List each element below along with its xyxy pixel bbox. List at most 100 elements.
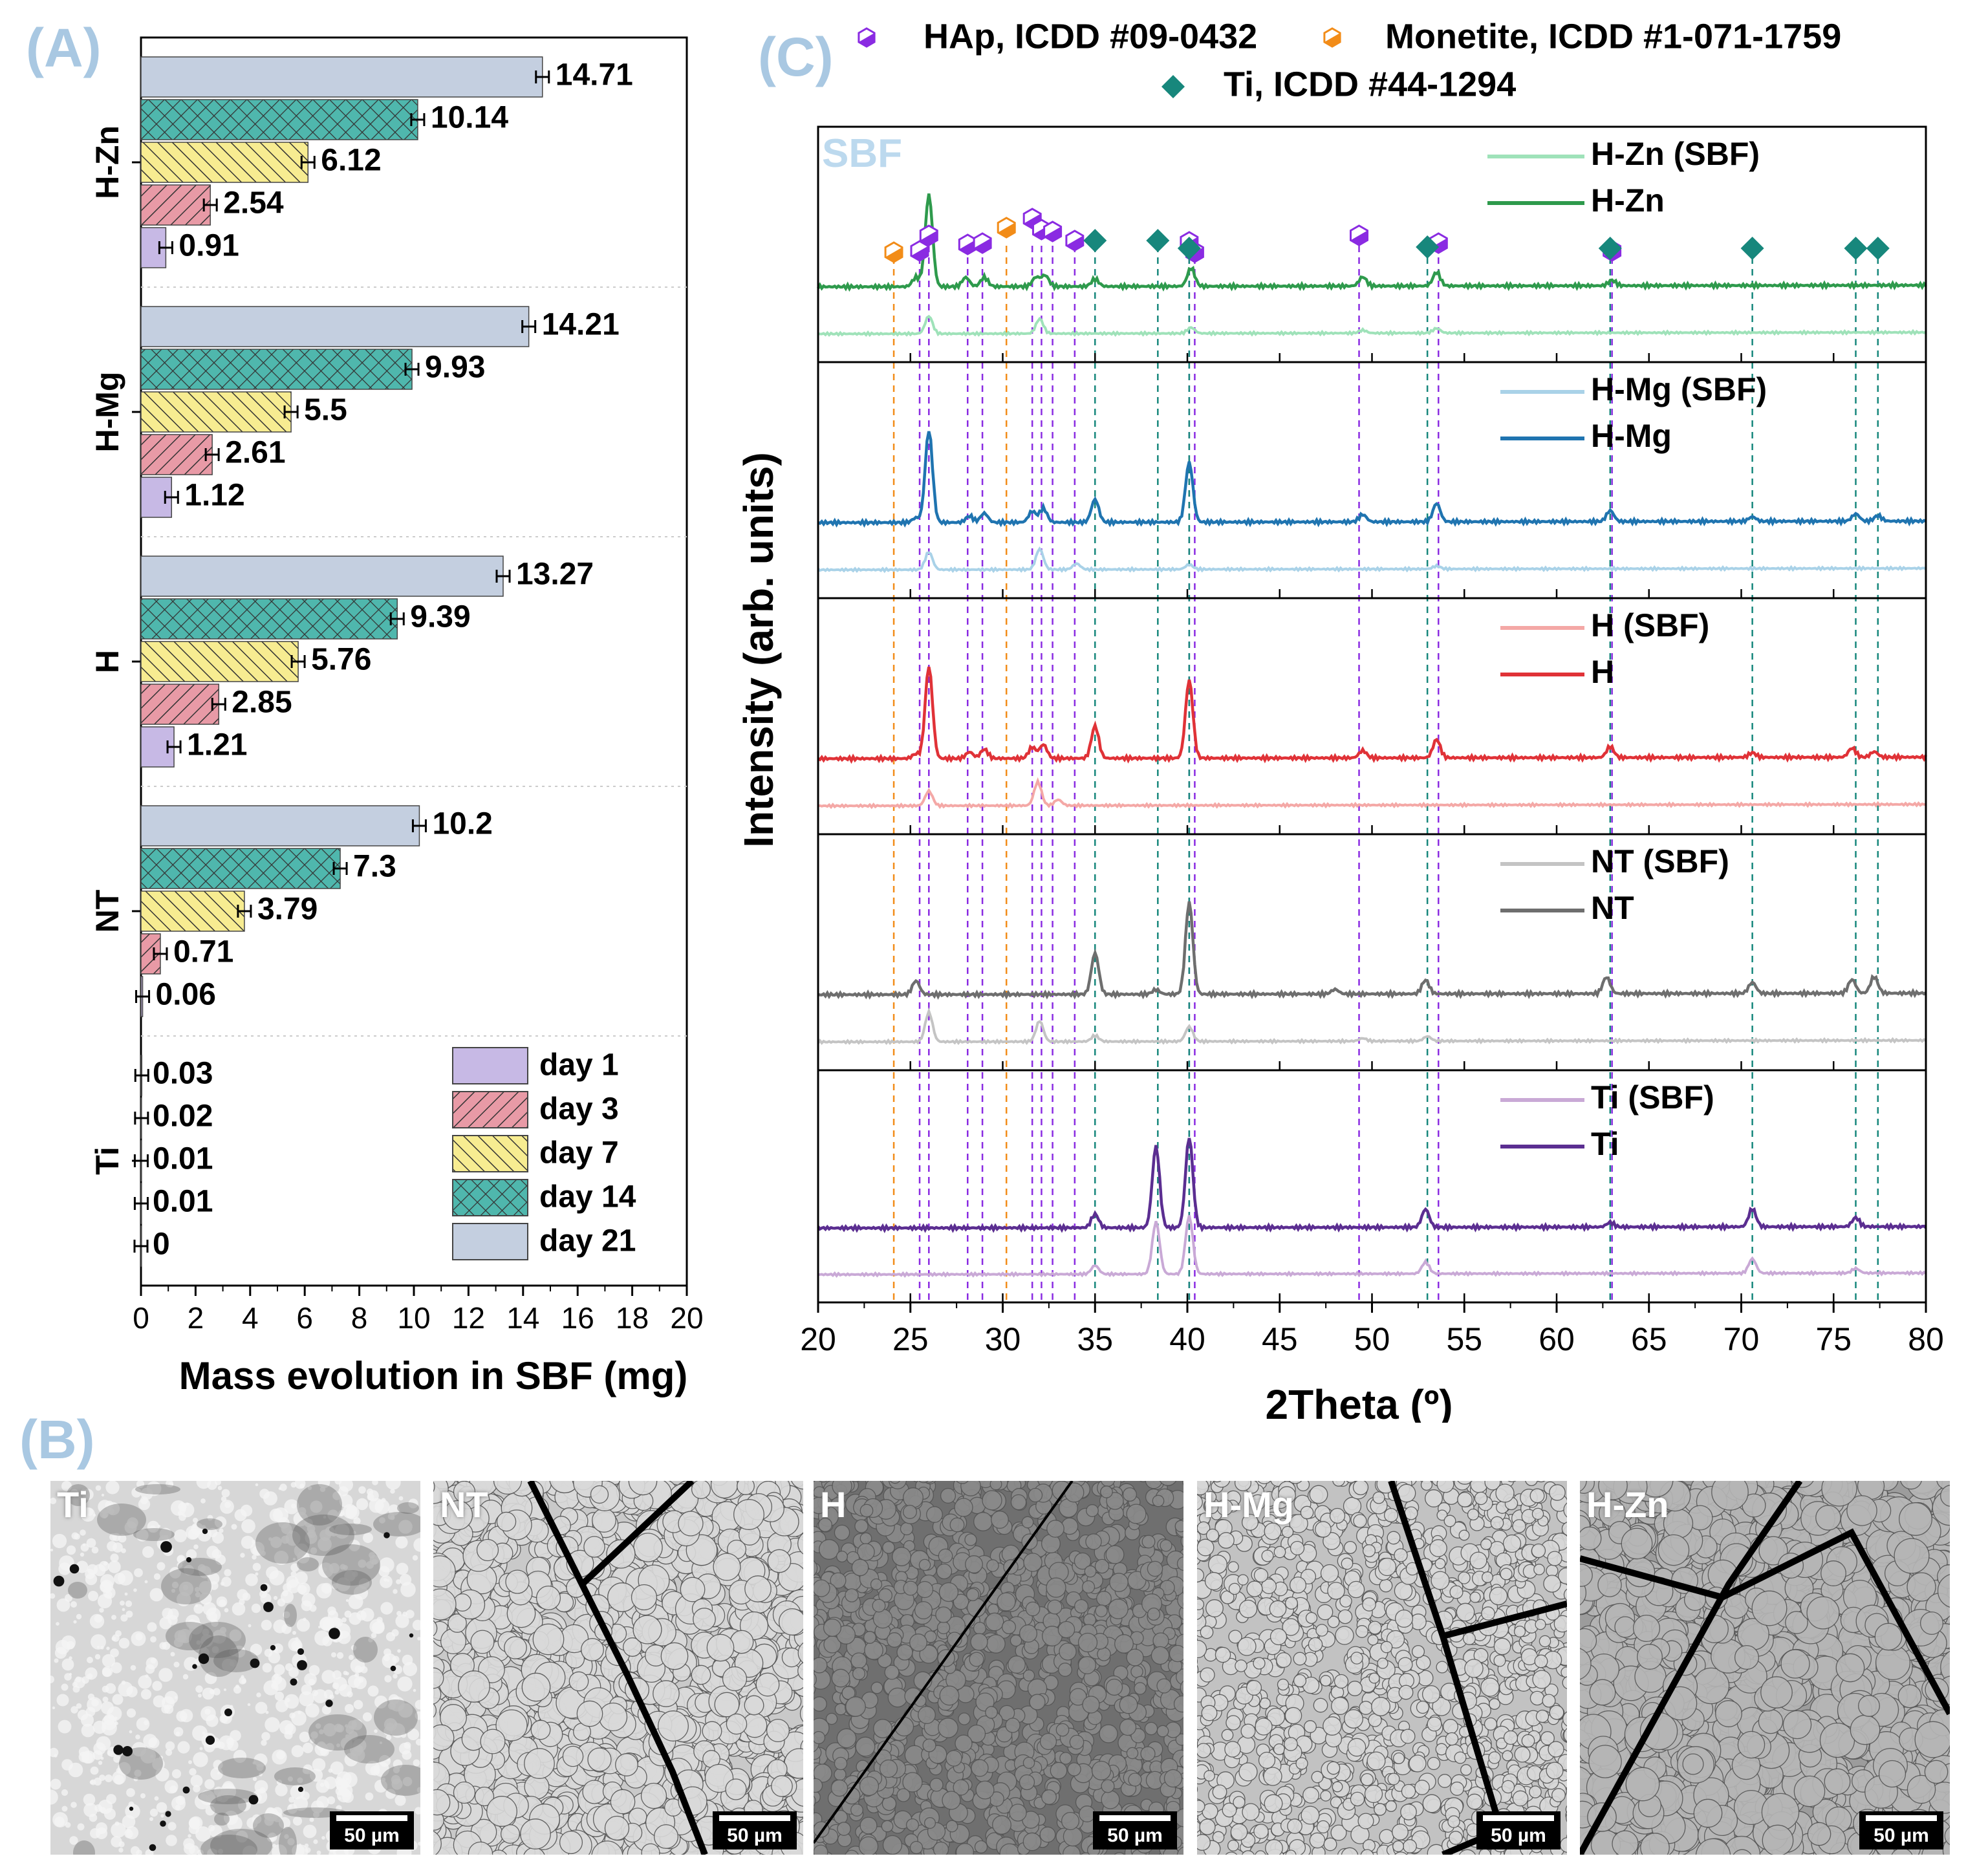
sem-label: Ti <box>57 1484 89 1525</box>
legend-monetite-label: Monetite, ICDD #1-071-1759 <box>1385 17 1841 56</box>
xrd-chart: H-Zn (SBF) H-Zn H-Mg (SBF) H-Mg H (SBF) H NT (… <box>737 17 1944 1423</box>
scale-bar-label: 50 µm <box>344 1825 400 1846</box>
legend-hap-symbol-fill <box>858 33 875 47</box>
scale-bar-line <box>1099 1815 1171 1821</box>
data-label: 13.27 <box>516 557 594 592</box>
legend-label-sbf: Ti (SBF) <box>1591 1079 1714 1116</box>
sem-texture <box>814 1481 1183 1855</box>
monetite-marker-fill <box>885 247 902 262</box>
data-label: 0.01 <box>153 1142 213 1176</box>
data-label: 10.14 <box>431 101 508 135</box>
hap-marker-fill <box>920 230 938 245</box>
xrd-trace <box>817 901 1927 1000</box>
ti-marker <box>1740 237 1764 260</box>
bar <box>140 391 292 433</box>
xrd-trace-sbf <box>817 546 1927 574</box>
x-tick-label: 60 <box>1539 1321 1575 1357</box>
y-tick-label: NT <box>89 890 125 933</box>
scale-bar-label: 50 µm <box>727 1825 783 1846</box>
legend-label: day 1 <box>539 1048 619 1083</box>
sbf-annotation: SBF <box>822 131 902 176</box>
ti-marker <box>1083 229 1107 252</box>
y-tick-label: H <box>89 650 125 673</box>
scale-bar-line <box>336 1815 407 1821</box>
bar <box>140 805 420 846</box>
scale-bar-label: 50 µm <box>1874 1825 1929 1846</box>
bar <box>140 684 220 725</box>
sem-image-h: H 50 µm <box>814 1481 1183 1855</box>
sem-texture <box>1197 1481 1567 1855</box>
sem-texture <box>433 1481 803 1855</box>
panel-a-letter: (A) <box>26 17 102 78</box>
hap-marker-fill <box>1044 226 1061 241</box>
x-tick-label: 40 <box>1169 1321 1205 1357</box>
x-tick-label: 14 <box>506 1301 539 1335</box>
legend-label: day 3 <box>539 1092 619 1127</box>
data-label: 0 <box>153 1227 170 1262</box>
scale-bar: 50 µm <box>1859 1811 1943 1849</box>
x-tick-label: 20 <box>800 1321 836 1357</box>
legend-monetite-symbol-fill <box>1324 33 1341 47</box>
x-tick-label: 20 <box>670 1301 703 1335</box>
x-tick-label: 25 <box>892 1321 929 1357</box>
legend-hap-label: HAp, ICDD #09-0432 <box>924 17 1257 56</box>
legend-label: H-Zn <box>1591 182 1665 219</box>
data-label: 2.85 <box>232 685 292 720</box>
y-tick-label: Ti <box>89 1147 125 1175</box>
legend-label-sbf: H (SBF) <box>1591 607 1709 643</box>
xrd-trace <box>817 193 1927 292</box>
bar <box>140 848 341 889</box>
x-tick-label: 2 <box>188 1301 204 1335</box>
x-tick-label: 12 <box>452 1301 485 1335</box>
scale-bar-label: 50 µm <box>1107 1825 1163 1846</box>
sem-image-nt: NT 50 µm <box>433 1481 803 1855</box>
x-tick-label: 65 <box>1631 1321 1667 1357</box>
legend-label: day 14 <box>539 1180 636 1214</box>
xrd-trace-sbf <box>817 1214 1927 1278</box>
legend-label: H-Mg <box>1591 418 1672 454</box>
x-tick-label: 70 <box>1723 1321 1760 1357</box>
scale-bar: 50 µm <box>1476 1811 1561 1849</box>
bar <box>140 598 398 640</box>
data-label: 1.21 <box>187 728 247 762</box>
bar <box>140 184 211 226</box>
data-label: 5.5 <box>304 393 347 427</box>
sem-label: H-Mg <box>1204 1484 1294 1525</box>
legend-swatch <box>452 1047 528 1084</box>
data-label: 0.91 <box>178 229 239 263</box>
legend-swatch <box>452 1223 528 1260</box>
xrd-trace <box>817 431 1927 528</box>
legend-ti-symbol <box>1161 75 1185 98</box>
legend: day 1 day 3 day 7 day 14 day 21 <box>452 1047 636 1260</box>
data-label: 10.2 <box>432 807 492 841</box>
x-axis-title: 2Theta (º) <box>1265 1381 1453 1423</box>
x-tick-label: 80 <box>1908 1321 1944 1357</box>
scale-bar-label: 50 µm <box>1491 1825 1546 1846</box>
sem-texture <box>50 1481 420 1855</box>
data-label: 0.71 <box>173 935 233 969</box>
data-label: 2.54 <box>223 186 284 221</box>
x-tick-label: 10 <box>397 1301 430 1335</box>
sem-label: NT <box>440 1484 488 1525</box>
data-label: 14.21 <box>542 308 620 342</box>
bar <box>140 142 309 183</box>
legend-label: day 7 <box>539 1136 619 1170</box>
legend-swatch <box>452 1135 528 1172</box>
sem-label: H <box>820 1484 847 1525</box>
data-label: 7.3 <box>353 850 396 884</box>
monetite-marker-fill <box>998 222 1015 237</box>
xrd-trace-sbf <box>817 777 1927 810</box>
xrd-trace-sbf <box>817 1007 1927 1046</box>
hap-marker-fill <box>1350 230 1368 245</box>
bar <box>140 555 504 597</box>
bar <box>140 56 543 98</box>
ti-marker <box>1146 229 1170 252</box>
ti-marker <box>1177 237 1201 260</box>
data-label: 14.71 <box>556 58 633 92</box>
sem-image-h-zn: H-Zn 50 µm <box>1580 1481 1950 1855</box>
scale-bar-line <box>719 1815 790 1821</box>
scale-bar-line <box>1483 1815 1554 1821</box>
y-axis-title: Intensity (arb. units) <box>737 452 782 848</box>
scale-bar: 50 µm <box>330 1811 414 1849</box>
scale-bar: 50 µm <box>1093 1811 1177 1849</box>
